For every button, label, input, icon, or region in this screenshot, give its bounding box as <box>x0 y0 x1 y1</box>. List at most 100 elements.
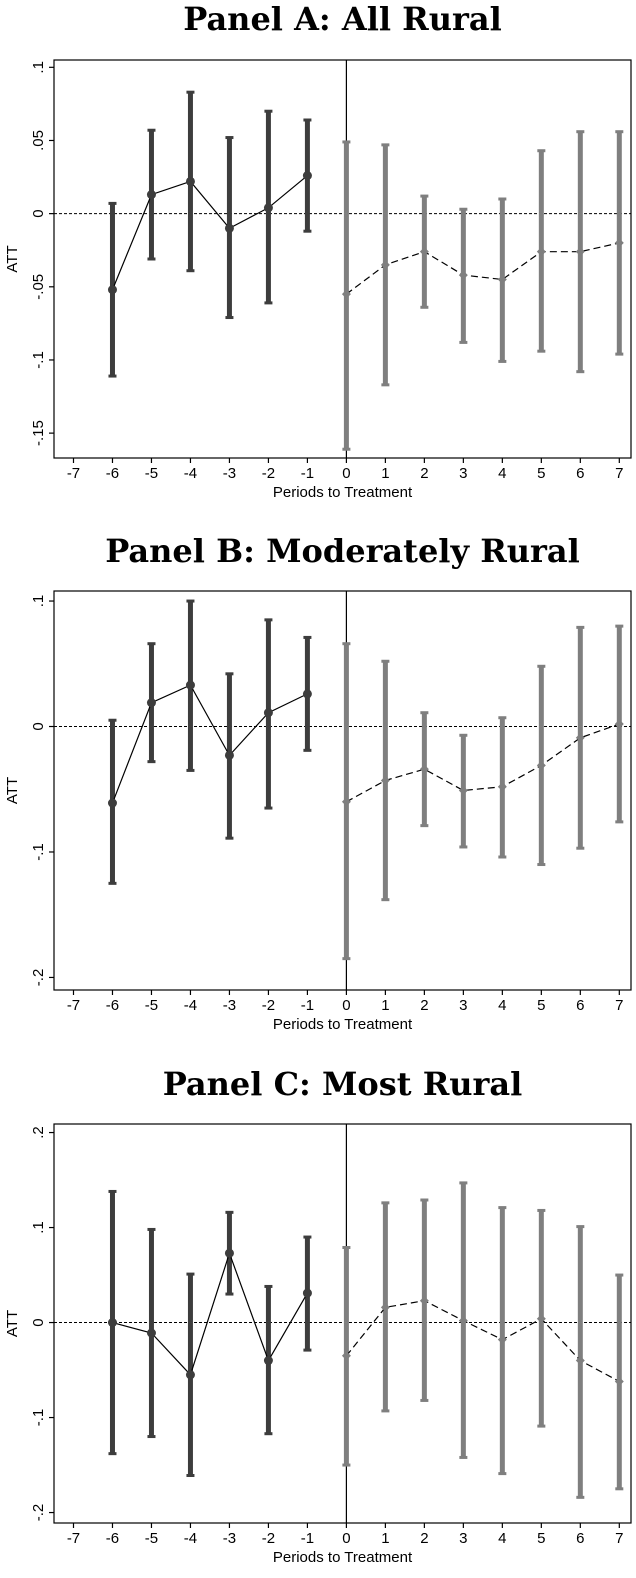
point-marker <box>185 176 195 186</box>
point-marker <box>146 1328 156 1338</box>
point-marker <box>419 247 429 257</box>
x-tick-label: -6 <box>106 997 119 1014</box>
point-marker <box>107 1318 117 1328</box>
point-marker <box>341 797 351 807</box>
point-marker <box>302 1288 312 1298</box>
point-marker <box>263 708 273 718</box>
x-tick-label: 1 <box>381 465 389 482</box>
point-marker <box>575 733 585 743</box>
x-tick-label: 3 <box>459 997 467 1014</box>
x-tick-label: -1 <box>301 997 314 1014</box>
x-tick-label: -7 <box>67 997 80 1014</box>
post-treatment-series <box>341 624 624 961</box>
pre-treatment-series <box>107 1189 312 1477</box>
y-tick-label: 0 <box>30 209 47 217</box>
x-axis-label: Periods to Treatment <box>273 1016 413 1033</box>
y-tick-label: .2 <box>30 1126 47 1139</box>
point-marker <box>614 238 624 248</box>
x-axis-label: Periods to Treatment <box>273 484 413 501</box>
x-tick-label: -2 <box>262 465 275 482</box>
y-tick-label: -.15 <box>30 420 47 446</box>
x-tick-label: 2 <box>420 997 428 1014</box>
x-tick-label: -6 <box>106 1530 119 1547</box>
plot-frame <box>53 1123 632 1524</box>
plot-frame <box>53 590 632 991</box>
series-line <box>112 1251 308 1376</box>
x-tick-label: 1 <box>381 1530 389 1547</box>
y-axis-label: ATT <box>4 245 21 272</box>
point-marker <box>107 798 117 808</box>
point-marker <box>263 1356 273 1366</box>
x-tick-label: 4 <box>498 997 506 1014</box>
point-marker <box>536 1314 546 1324</box>
point-marker <box>380 775 390 785</box>
post-treatment-series <box>341 1181 624 1499</box>
x-tick-label: 7 <box>615 465 623 482</box>
x-tick-label: 5 <box>537 1530 545 1547</box>
x-tick-label: 1 <box>381 997 389 1014</box>
x-tick-label: 6 <box>576 997 584 1014</box>
pre-treatment-series <box>107 599 312 885</box>
panel-b: Panel B: Moderately Rural ATT Periods to… <box>4 532 632 1033</box>
x-tick-label: 2 <box>420 1530 428 1547</box>
x-tick-label: 4 <box>498 465 506 482</box>
x-tick-label: 5 <box>537 997 545 1014</box>
x-tick-label: 0 <box>342 1530 350 1547</box>
point-marker <box>341 289 351 299</box>
x-tick-label: -1 <box>301 465 314 482</box>
x-tick-label: -5 <box>145 997 158 1014</box>
x-tick-label: -6 <box>106 465 119 482</box>
point-marker <box>146 190 156 200</box>
x-tick-label: 3 <box>459 465 467 482</box>
series-line <box>346 242 620 295</box>
point-marker <box>380 260 390 270</box>
x-tick-label: 3 <box>459 1530 467 1547</box>
x-tick-label: -5 <box>145 465 158 482</box>
y-axis-label: ATT <box>4 1310 21 1337</box>
x-tick-label: -2 <box>262 1530 275 1547</box>
y-tick-label: 0 <box>30 722 47 730</box>
panel-title: Panel B: Moderately Rural <box>105 532 580 570</box>
y-tick-label: 0 <box>30 1318 47 1326</box>
point-marker <box>107 285 117 295</box>
point-marker <box>224 750 234 760</box>
point-marker <box>575 1356 585 1366</box>
series-line <box>346 723 620 803</box>
panel-title: Panel C: Most Rural <box>163 1065 523 1103</box>
point-marker <box>536 247 546 257</box>
series-line <box>345 1300 620 1382</box>
x-tick-label: 7 <box>615 1530 623 1547</box>
x-tick-label: 2 <box>420 465 428 482</box>
y-tick-label: .1 <box>30 1221 47 1234</box>
y-tick-label: .1 <box>30 61 47 74</box>
point-marker <box>458 270 468 280</box>
point-marker <box>458 786 468 795</box>
point-marker <box>302 171 312 181</box>
panel-a: Panel A: All Rural ATT Periods to Treatm… <box>4 0 632 501</box>
y-tick-label: -.2 <box>30 969 47 987</box>
panel-c: Panel C: Most Rural ATT Periods to Treat… <box>4 1065 632 1566</box>
point-marker <box>419 764 429 774</box>
x-tick-label: -2 <box>262 997 275 1014</box>
y-tick-label: -.2 <box>30 1504 47 1522</box>
point-marker <box>263 203 273 213</box>
y-axis-label: ATT <box>4 777 21 804</box>
x-tick-label: 4 <box>498 1530 506 1547</box>
x-tick-label: -5 <box>145 1530 158 1547</box>
panel-title: Panel A: All Rural <box>183 0 502 38</box>
x-tick-label: 7 <box>615 997 623 1014</box>
y-tick-label: -.1 <box>30 351 47 369</box>
x-tick-label: 6 <box>576 465 584 482</box>
x-tick-label: -3 <box>223 465 236 482</box>
point-marker <box>575 247 585 257</box>
x-tick-label: 5 <box>537 465 545 482</box>
series-line <box>111 684 308 804</box>
x-tick-label: -3 <box>223 1530 236 1547</box>
x-axis-label: Periods to Treatment <box>273 1549 413 1566</box>
series-line <box>111 175 308 290</box>
point-marker <box>497 782 507 792</box>
point-marker <box>497 1335 507 1345</box>
point-marker <box>536 760 546 770</box>
x-tick-label: -1 <box>301 1530 314 1547</box>
x-tick-label: -3 <box>223 997 236 1014</box>
